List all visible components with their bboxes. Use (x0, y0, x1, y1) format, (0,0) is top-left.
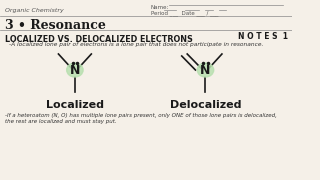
Ellipse shape (197, 63, 214, 77)
Text: Period ___  Date ___ / ___: Period ___ Date ___ / ___ (151, 10, 218, 16)
Text: Localized: Localized (46, 100, 104, 110)
Text: LOCALIZED VS. DELOCALIZED ELECTRONS: LOCALIZED VS. DELOCALIZED ELECTRONS (4, 35, 192, 44)
Text: N O T E S  1: N O T E S 1 (238, 32, 288, 41)
Text: N: N (70, 64, 80, 76)
Text: 3 • Resonance: 3 • Resonance (4, 19, 106, 32)
Text: -A localized lone pair of electrons is a lone pair that does not participate in : -A localized lone pair of electrons is a… (9, 42, 263, 47)
Text: N: N (200, 64, 211, 76)
Ellipse shape (67, 63, 83, 77)
Text: Delocalized: Delocalized (170, 100, 241, 110)
Text: -If a heteroatom (N, O) has multiple lone pairs present, only ONE of those lone : -If a heteroatom (N, O) has multiple lon… (4, 113, 276, 124)
Text: Organic Chemistry: Organic Chemistry (4, 8, 63, 13)
Text: Name:: Name: (151, 5, 169, 10)
